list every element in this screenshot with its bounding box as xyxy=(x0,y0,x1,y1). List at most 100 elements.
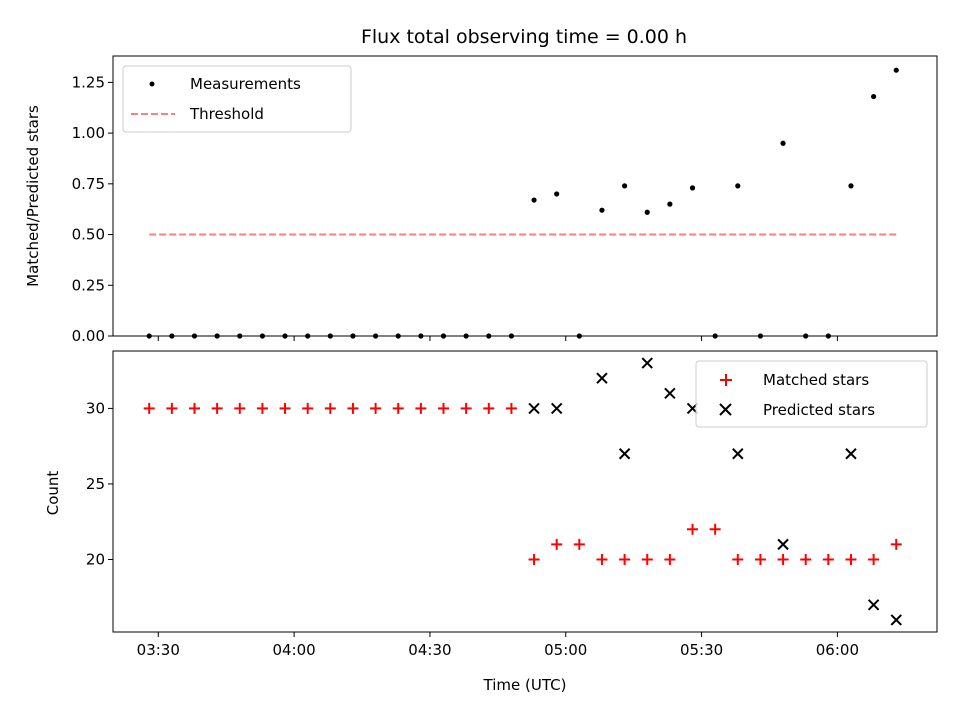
predicted-legend-label: Predicted stars xyxy=(763,401,875,419)
x-tick-label: 04:30 xyxy=(408,641,451,659)
predicted-stars-point xyxy=(528,402,540,415)
predicted-stars-point xyxy=(845,448,857,460)
measurement-point xyxy=(554,191,560,197)
matched-stars-point xyxy=(845,553,857,565)
ratio-legend: Measurements Threshold xyxy=(122,65,352,133)
measurement-point xyxy=(871,93,877,100)
matched-stars-point xyxy=(754,553,766,565)
x-stroke-b xyxy=(845,448,857,460)
matched-stars-point xyxy=(166,402,178,414)
matched-stars-point xyxy=(302,402,314,414)
matched-stars-point xyxy=(777,553,789,565)
ratio-legend-box xyxy=(122,65,352,133)
matched-stars-point xyxy=(664,553,676,565)
matched-stars-point xyxy=(392,402,404,414)
ratio-y-axis-label: Matched/Predicted stars xyxy=(24,105,42,287)
matched-stars-point xyxy=(347,402,359,414)
measurement-point xyxy=(735,183,741,189)
threshold-legend-label: Threshold xyxy=(189,105,264,123)
x-stroke-b xyxy=(777,538,789,551)
y-tick-label: 0.00 xyxy=(72,327,105,345)
measurements-legend-label: Measurements xyxy=(190,75,301,93)
x-tick-label: 03:30 xyxy=(137,641,180,659)
y-tick-label: 0.25 xyxy=(72,276,105,294)
y-tick-label: 30 xyxy=(86,399,105,417)
matched-stars-point xyxy=(709,523,721,535)
measurement-point xyxy=(531,197,537,203)
predicted-stars-point xyxy=(867,599,880,611)
count-x-ticks: 03:30 04:00 04:30 05:00 05:30 06:00 xyxy=(137,632,859,659)
matched-legend-marker xyxy=(720,374,732,386)
matched-stars-point xyxy=(505,402,517,414)
matched-stars-point xyxy=(573,538,585,550)
x-tick-label: 04:00 xyxy=(272,641,315,659)
x-tick-label: 05:30 xyxy=(680,641,723,659)
count-legend: Matched stars Predicted stars xyxy=(695,360,928,428)
measurement-point xyxy=(780,140,786,146)
predicted-stars-point xyxy=(890,614,902,626)
matched-stars-point xyxy=(188,402,200,414)
matched-stars-point xyxy=(596,553,608,565)
matched-stars-point xyxy=(551,538,563,550)
count-y-ticks: 20 25 30 xyxy=(86,399,113,568)
y-tick-label: 1.00 xyxy=(72,124,105,142)
y-tick-label: 1.25 xyxy=(72,73,105,91)
measurements-legend-marker xyxy=(149,81,155,87)
matched-stars-point xyxy=(890,538,902,550)
ratio-axes-frame xyxy=(112,55,938,337)
matched-stars-point xyxy=(460,402,472,414)
x-tick-label: 06:00 xyxy=(816,641,859,659)
predicted-stars-point xyxy=(641,357,653,369)
x-tick-label: 05:00 xyxy=(544,641,587,659)
matched-stars-point xyxy=(687,523,699,535)
chart-title: Flux total observing time = 0.00 h xyxy=(361,26,687,48)
x-stroke-b xyxy=(596,372,608,384)
matched-stars-point xyxy=(732,553,744,565)
matched-stars-point xyxy=(234,402,246,414)
predicted-stars-point xyxy=(732,448,744,460)
predicted-stars-point xyxy=(596,372,608,384)
count-axes-frame xyxy=(112,350,938,633)
measurement-point xyxy=(644,209,650,215)
y-tick-label: 25 xyxy=(86,475,105,493)
count-marks xyxy=(143,357,902,626)
measurement-point xyxy=(689,185,696,191)
predicted-stars-point xyxy=(618,448,631,460)
matched-stars-point xyxy=(370,402,382,414)
count-legend-box xyxy=(695,360,928,428)
matched-stars-point xyxy=(619,553,631,565)
y-tick-label: 0.75 xyxy=(72,175,105,193)
x-stroke-b xyxy=(890,614,902,626)
measurement-point xyxy=(848,183,854,189)
y-tick-label: 0.50 xyxy=(72,226,105,244)
ratio-panel: 0.00 0.25 0.50 0.75 1.00 1.25 Matched/Predict… xyxy=(24,55,938,345)
matched-stars-point xyxy=(143,402,155,414)
matched-stars-point xyxy=(256,402,268,414)
measurement-point xyxy=(622,183,628,189)
x-stroke-b xyxy=(867,599,880,611)
ratio-x-ticks xyxy=(157,336,838,341)
predicted-stars-point xyxy=(664,387,676,400)
ratio-marks xyxy=(146,67,899,339)
measurement-point xyxy=(893,67,899,73)
predicted-stars-point xyxy=(550,402,563,415)
x-stroke-b xyxy=(732,448,744,460)
x-axis-label: Time (UTC) xyxy=(483,676,567,694)
matched-stars-point xyxy=(279,402,291,414)
x-stroke-b xyxy=(641,357,653,369)
x-stroke-b xyxy=(550,402,563,415)
y-tick-label: 20 xyxy=(86,550,105,568)
matched-stars-point xyxy=(528,553,540,565)
matched-stars-point xyxy=(415,402,427,414)
count-y-axis-label: Count xyxy=(44,471,62,516)
x-stroke-b xyxy=(664,387,676,400)
count-panel: 20 25 30 03:30 04:00 04:30 05:00 05:30 06:00 Co… xyxy=(44,350,938,694)
matched-stars-point xyxy=(211,402,223,414)
matched-stars-point xyxy=(438,402,450,414)
measurement-point xyxy=(667,201,673,207)
matched-stars-point xyxy=(641,553,653,565)
matched-legend-label: Matched stars xyxy=(763,371,869,389)
matched-stars-point xyxy=(800,553,812,565)
predicted-legend-marker xyxy=(719,403,732,416)
